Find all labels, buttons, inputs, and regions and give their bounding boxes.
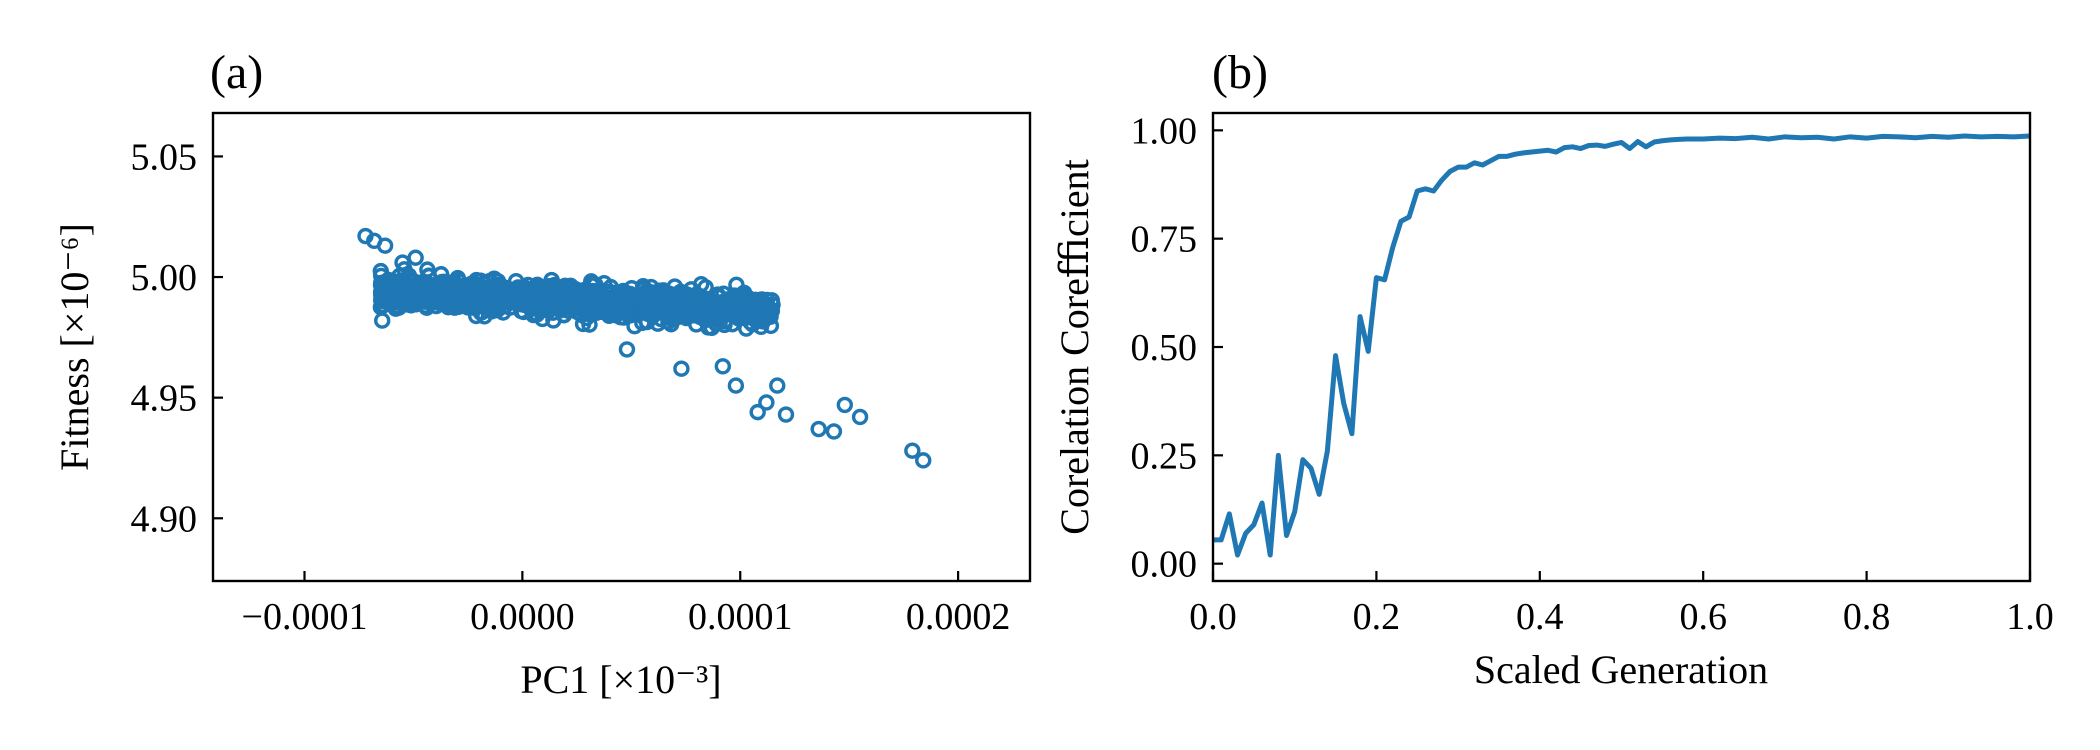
scatter-point (616, 304, 633, 322)
scatter-point (375, 286, 393, 303)
scatter-point (851, 408, 869, 426)
scatter-point (731, 290, 749, 307)
scatter-point (544, 287, 562, 304)
scatter-point (435, 273, 453, 291)
scatter-point (589, 296, 606, 314)
panel-b-label: (b) (1212, 46, 1268, 99)
scatter-point (751, 291, 769, 309)
panel-a-label: (a) (210, 46, 263, 99)
scatter-point (587, 276, 604, 293)
scatter-point (540, 302, 557, 320)
scatter-point (419, 261, 436, 278)
scatter-point (376, 237, 394, 254)
scatter-point (650, 298, 667, 316)
scatter-point (915, 452, 932, 469)
scatter-point (642, 285, 660, 302)
x-tick-label: 0.8 (1843, 596, 1891, 638)
scatter-point (541, 296, 558, 313)
y-tick-label: 4.95 (131, 378, 198, 420)
scatter-point (825, 423, 843, 440)
scatter-point (810, 420, 827, 438)
scatter-point (407, 249, 424, 266)
scatter-point (769, 377, 786, 394)
x-tick-label: 0.0000 (470, 596, 575, 638)
y-tick-label: 5.05 (131, 136, 198, 178)
scatter-point (714, 358, 732, 375)
x-tick-label: 0.0002 (906, 596, 1011, 638)
x-tick-label: 0.2 (1353, 596, 1401, 638)
x-tick-label: 0.0 (1189, 596, 1237, 638)
scatter-point (558, 294, 575, 312)
scatter-point (714, 295, 732, 312)
panel-b-series-line (1213, 133, 2031, 558)
y-tick-label: 4.90 (131, 498, 198, 540)
scatter-point (483, 285, 501, 303)
scatter-point (747, 300, 765, 317)
scatter-point (777, 406, 795, 423)
scatter-point (731, 307, 748, 325)
x-tick-label: 0.4 (1516, 596, 1564, 638)
scatter-point (568, 303, 586, 320)
scatter-point (836, 396, 854, 414)
panel-a-x-axis: −0.0001 0.0000 0.0001 0.0002 (242, 571, 1011, 638)
y-tick-label: 0.75 (1131, 219, 1198, 261)
scatter-point (441, 287, 458, 305)
scatter-point (559, 279, 576, 297)
y-tick-label: 5.00 (131, 257, 198, 299)
scatter-point (639, 313, 656, 331)
y-tick-label: 0.25 (1131, 435, 1198, 477)
y-tick-label: 0.00 (1131, 544, 1198, 586)
scatter-point (393, 282, 410, 299)
scatter-point (598, 304, 616, 322)
y-tick-label: 0.50 (1131, 327, 1198, 369)
x-tick-label: 0.0001 (688, 596, 793, 638)
scatter-point (727, 377, 745, 394)
panel-b-line: (b) 0.0 0.2 0.4 0.6 0.8 1.0 0.00 0.25 0.50 0.75 1… (1052, 46, 2054, 692)
scatter-point (595, 274, 613, 292)
scatter-point (596, 293, 614, 311)
panel-a-y-axis-label: Fitness [×10⁻⁶] (52, 223, 97, 471)
scatter-point (700, 319, 717, 336)
x-tick-label: 1.0 (2006, 596, 2054, 638)
panel-a-y-axis: 4.90 4.95 5.00 5.05 (131, 136, 223, 540)
scatter-point (754, 313, 772, 330)
scatter-point (701, 300, 718, 318)
scatter-point (673, 360, 690, 377)
panel-b-y-axis: 0.00 0.25 0.50 0.75 1.00 (1131, 110, 1223, 586)
scatter-point (473, 304, 491, 321)
scatter-point (375, 292, 392, 310)
scatter-point (749, 403, 766, 421)
scatter-point (573, 283, 590, 300)
scatter-point (758, 394, 775, 411)
scatter-point (904, 442, 921, 459)
scatter-point (460, 296, 477, 313)
scatter-point (513, 302, 530, 320)
scatter-point (677, 299, 694, 317)
panel-b-x-axis: 0.0 0.2 0.4 0.6 0.8 1.0 (1189, 571, 2054, 638)
scatter-point (515, 293, 532, 311)
x-tick-label: −0.0001 (242, 596, 368, 638)
panel-a-points (357, 227, 932, 469)
scatter-point (529, 276, 546, 293)
scatter-point (475, 294, 493, 311)
scatter-point (489, 298, 507, 316)
y-tick-label: 1.00 (1131, 110, 1198, 152)
scatter-point (666, 289, 683, 306)
panel-b-x-axis-label: Scaled Generation (1474, 647, 1768, 692)
scatter-point (410, 279, 428, 296)
scatter-point (618, 341, 636, 358)
panel-a-frame (211, 111, 1032, 583)
x-tick-label: 0.6 (1679, 596, 1727, 638)
panel-a-x-axis-label: PC1 [×10⁻³] (520, 657, 721, 702)
panel-a-scatter: (a) −0.0001 0.0000 0.0001 0.0002 4.90 4.95 5.… (52, 46, 1032, 702)
scatter-point (669, 297, 686, 314)
panel-b-y-axis-label: Corelation Coreﬃcient (1052, 159, 1097, 534)
